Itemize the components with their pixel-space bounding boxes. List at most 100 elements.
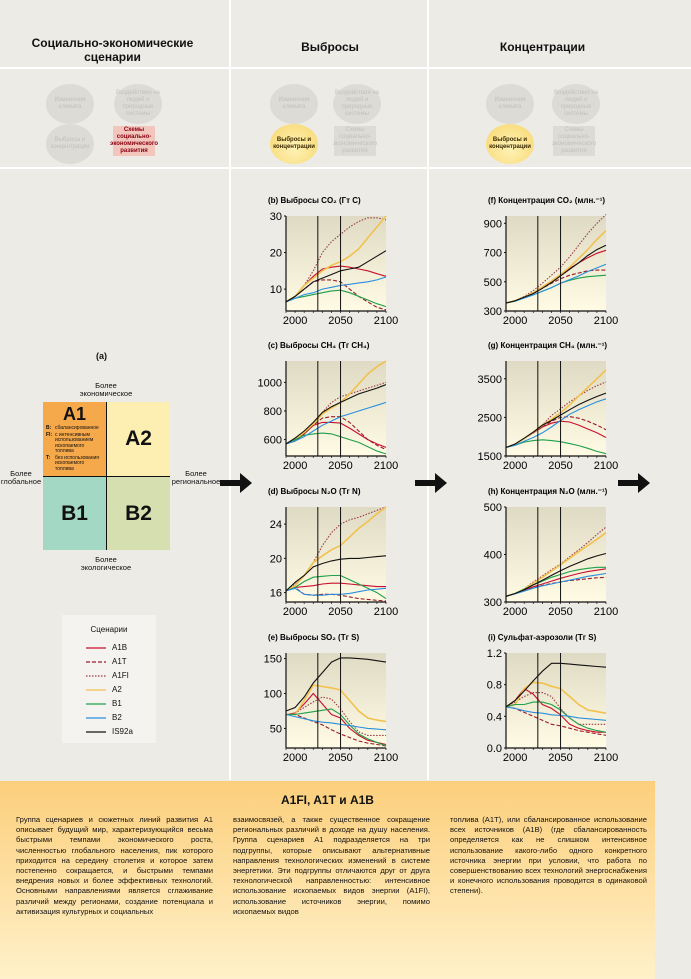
axis-right-label: Более региональное <box>171 469 221 486</box>
series-line-a1fi <box>505 692 606 725</box>
legend-label: A1B <box>112 643 128 652</box>
y-tick-label: 3500 <box>478 374 502 386</box>
x-tick-label: 2100 <box>374 606 398 618</box>
series-line-b1 <box>286 708 387 747</box>
x-tick-label: 2000 <box>283 460 307 472</box>
series-line-b2 <box>505 398 607 449</box>
legend-item-a1b: A1B <box>86 643 127 652</box>
series-line-b1 <box>505 439 607 455</box>
chart-title: (b) Выбросы CO₂ (Гт C) <box>268 196 361 205</box>
series-line-b1 <box>285 574 387 600</box>
chart-co2-emissions: (b) Выбросы CO₂ (Гт C) 10 20 30 2000 2050 2100 <box>250 190 410 340</box>
series-line-a1fi <box>505 214 607 304</box>
x-tick-label: 2050 <box>548 606 572 618</box>
legend-swatch <box>86 660 106 663</box>
series-line-is92a <box>505 244 607 304</box>
x-tick-label: 2100 <box>374 752 398 764</box>
column-title-socio: Социально-экономические сценарии <box>31 36 194 64</box>
y-tick-label: 800 <box>264 406 282 418</box>
y-tick-label: 600 <box>264 435 282 447</box>
legend-swatch <box>86 688 106 691</box>
a1-note: T: без использования ископаемого топлива <box>46 454 103 473</box>
y-tick-label: 300 <box>484 306 502 318</box>
column-title-concentrations: Концентрации <box>499 40 586 54</box>
quadrant-b2: B2 <box>107 477 170 550</box>
y-tick-label: 0.0 <box>487 743 502 755</box>
legend-item-b2: B2 <box>86 713 122 722</box>
x-tick-label: 2100 <box>594 606 618 618</box>
bubble-emissions: Выбросы и концентрации <box>486 124 534 164</box>
header-divider <box>0 67 691 69</box>
y-tick-label: 1000 <box>258 377 282 389</box>
chart-n2o-concentration: (h) Концентрация N₂O (млн.⁻¹) 300 400 500 20… <box>470 481 630 631</box>
legend-swatch <box>86 730 106 733</box>
legend-label: B1 <box>112 699 122 708</box>
chart-svg: (e) Выбросы SO₂ (Тг S) 50 100 150 2000 2050 21… <box>264 633 399 764</box>
x-tick-label: 2050 <box>328 606 352 618</box>
series-line-b2 <box>285 587 387 596</box>
plot-area <box>286 507 386 602</box>
y-tick-label: 10 <box>270 284 282 296</box>
box-socio: Схемы социально-экономического развития <box>551 126 597 156</box>
x-tick-label: 2000 <box>503 752 527 764</box>
a1-note-text: сбалансированное <box>55 425 99 431</box>
chart-so2-emissions: (e) Выбросы SO₂ (Тг S) 50 100 150 2000 2050 21… <box>250 627 410 777</box>
series-line-a2 <box>285 360 387 445</box>
header-divider <box>0 167 691 169</box>
legend-label: B2 <box>112 713 122 722</box>
series-line-a2 <box>285 215 387 303</box>
series-line-a1fi <box>285 696 386 736</box>
plot-area <box>506 507 606 602</box>
plot-area <box>506 361 606 456</box>
arrow-right-icon <box>220 473 252 493</box>
a1-note-text: без использования ископаемого топлива <box>55 454 100 472</box>
bubble-emissions: Выбросы и концентрации <box>270 124 318 164</box>
chart-title: (c) Выбросы CH₄ (Тг CH₄) <box>268 341 370 350</box>
x-tick-label: 2050 <box>548 460 572 472</box>
chart-title: (f) Концентрация CO₂ (млн.⁻¹) <box>488 196 605 205</box>
series-line-a1fi <box>285 381 387 445</box>
series-line-is92a <box>505 392 607 449</box>
legend-swatch <box>86 646 106 649</box>
series-line-a1b <box>285 582 386 592</box>
series-line-a1t <box>505 706 607 736</box>
legend-item-a2: A2 <box>86 685 122 694</box>
series-line-b1 <box>505 701 607 733</box>
x-tick-label: 2100 <box>594 460 618 472</box>
chart-title: (h) Концентрация N₂O (млн.⁻¹) <box>488 487 608 496</box>
series-line-b2 <box>505 263 607 304</box>
series-line-is92a <box>285 555 387 592</box>
chart-co2-concentration: (f) Концентрация CO₂ (млн.⁻¹) 300 500 700 90… <box>470 190 630 340</box>
chart-svg: (g) Концентрация CH₄ (млн.⁻¹) 1500 2500 350… <box>478 341 619 472</box>
y-tick-label: 1500 <box>478 451 502 463</box>
bubble-climate: Изменения климата <box>486 84 534 124</box>
bubble-emissions: Выбросы и концентрации <box>46 124 94 164</box>
y-tick-label: 30 <box>270 211 282 223</box>
y-tick-label: 100 <box>264 689 282 701</box>
y-tick-label: 0.8 <box>487 680 502 692</box>
x-tick-label: 2050 <box>548 752 572 764</box>
series-line-b2 <box>285 713 387 731</box>
chart-ch4-concentration: (g) Концентрация CH₄ (млн.⁻¹) 1500 2500 350… <box>470 335 630 485</box>
a1-note-text: с интенсивным использованием ископаемого… <box>55 431 94 454</box>
chart-svg: (b) Выбросы CO₂ (Гт C) 10 20 30 2000 2050 2100 <box>268 196 398 327</box>
y-tick-label: 500 <box>484 277 502 289</box>
legend-item-a1fi: A1FI <box>86 671 129 680</box>
y-tick-label: 16 <box>270 588 282 600</box>
chart-ch4-emissions: (c) Выбросы CH₄ (Тг CH₄) 600 800 1000 2000 20… <box>250 335 410 485</box>
x-tick-label: 2000 <box>283 752 307 764</box>
legend-swatch <box>86 702 106 705</box>
a1-note: B: сбалансированное <box>46 425 103 432</box>
bubble-impacts: Воздействия на людей и природные системы <box>552 84 600 124</box>
column-divider <box>427 0 429 780</box>
series-line-b2 <box>285 276 387 303</box>
legend-swatch <box>86 716 106 719</box>
chart-title: (e) Выбросы SO₂ (Тг S) <box>268 633 360 642</box>
series-line-a1t <box>285 416 387 451</box>
a1-note-key: B: <box>46 425 52 431</box>
bubble-impacts: Воздействия на людей и природные системы <box>114 84 162 124</box>
y-tick-label: 500 <box>484 502 502 514</box>
y-tick-label: 300 <box>484 597 502 609</box>
x-tick-label: 2100 <box>374 460 398 472</box>
x-tick-label: 2050 <box>328 752 352 764</box>
